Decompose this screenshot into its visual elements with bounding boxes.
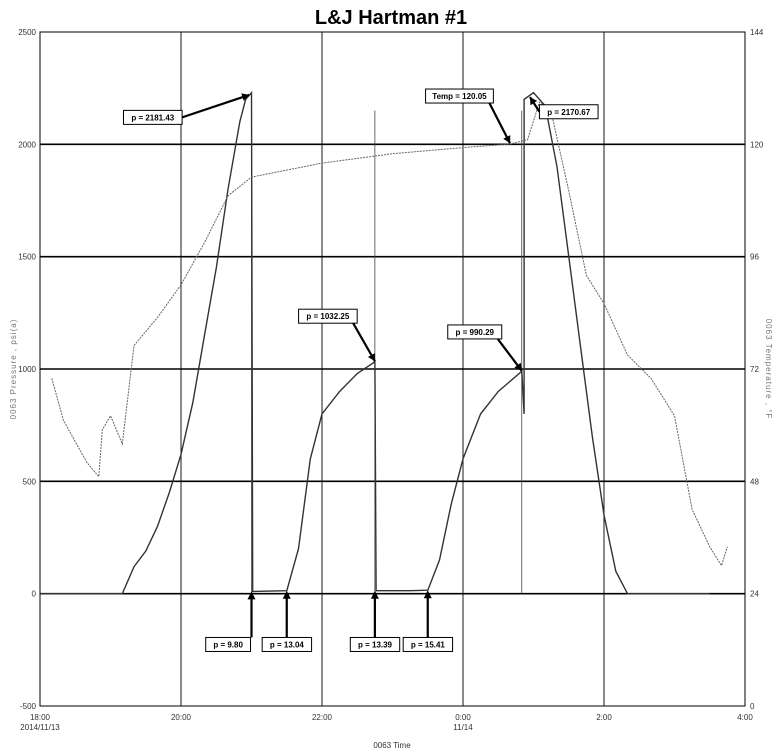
- annotations: p = 2181.43 p = 1032.25 Temp = 120.05 p = 2…: [123, 88, 599, 652]
- y-tick-label-right: 72: [750, 365, 759, 374]
- y-tick-label-left: 2500: [18, 28, 36, 37]
- chart-title: L&J Hartman #1: [315, 7, 467, 29]
- y-tick-label-right: 48: [750, 477, 759, 486]
- y-tick-label-left: 1500: [18, 253, 36, 262]
- y-tick-label-right: 24: [750, 590, 759, 599]
- annotation-arrow: [488, 102, 511, 144]
- y-tick-label-right: 0: [750, 702, 755, 711]
- annotation-arrowhead: [282, 590, 291, 599]
- x-tick-date: 11/14: [453, 723, 473, 732]
- y-tick-label-right: 144: [750, 28, 764, 37]
- annotation-arrowhead: [529, 97, 538, 106]
- x-tick-label: 22:00: [312, 713, 333, 722]
- annotation-arrowhead: [423, 590, 432, 599]
- y-tick-label-left: 2000: [18, 140, 36, 149]
- annotation: p = 2181.43: [123, 93, 250, 125]
- annotation-arrowhead: [370, 590, 379, 599]
- annotation: p = 1032.25: [298, 308, 376, 362]
- annotation-arrowhead: [503, 135, 511, 144]
- annotation: p = 13.04: [261, 590, 313, 652]
- annotation-label: p = 1032.25: [306, 312, 349, 321]
- annotation: p = 13.39: [349, 590, 401, 652]
- annotation-label: p = 9.80: [213, 640, 243, 649]
- y-axis-label-left: 0063 Pressure , psi(a): [9, 319, 18, 420]
- annotation: Temp = 120.05: [425, 88, 511, 144]
- annotation-label: Temp = 120.05: [432, 92, 487, 101]
- annotation-box: [425, 88, 494, 104]
- annotation-label: p = 13.04: [270, 640, 305, 649]
- x-tick-label: 20:00: [171, 713, 192, 722]
- axis-ticks: 2500 2000 1500 1000 500 0 -500 144 120 96 72 48 24 0 1…: [18, 28, 764, 732]
- annotation-label: p = 990.29: [456, 328, 495, 337]
- y-tick-label-left: -500: [20, 702, 37, 711]
- annotation-box: [205, 636, 252, 652]
- x-tick-label: 4:00: [737, 713, 753, 722]
- annotation: p = 2170.67: [529, 96, 599, 120]
- y-tick-label-right: 120: [750, 140, 764, 149]
- pressure-line: [40, 90, 710, 595]
- y-tick-label-right: 96: [750, 253, 759, 262]
- y-tick-label-left: 1000: [18, 365, 36, 374]
- annotation-arrowhead: [241, 93, 250, 101]
- annotation: p = 15.41: [402, 590, 454, 652]
- temperature-line: [51, 101, 728, 567]
- annotation-box: [298, 308, 358, 324]
- annotation: p = 9.80: [205, 591, 256, 652]
- y-tick-label-left: 0: [32, 590, 37, 599]
- annotation-label: p = 2170.67: [547, 108, 590, 117]
- annotation-label: p = 15.41: [411, 640, 446, 649]
- x-tick-date: 2014/11/13: [20, 723, 60, 732]
- annotation-arrow: [181, 93, 250, 119]
- annotation-arrow: [352, 322, 376, 362]
- y-axis-label-right: 0063 Temperature , °F: [764, 319, 773, 420]
- annotation-box: [447, 324, 503, 340]
- annotation: p = 990.29: [447, 324, 523, 372]
- annotation-arrowhead: [367, 353, 375, 362]
- x-tick-label: 0:00: [455, 713, 471, 722]
- annotation-arrowhead: [247, 591, 256, 600]
- x-tick-label: 18:00: [30, 713, 51, 722]
- y-tick-label-left: 500: [23, 477, 37, 486]
- series: [40, 90, 728, 595]
- annotation-arrowhead: [514, 362, 522, 371]
- annotation-label: p = 2181.43: [131, 113, 174, 122]
- x-axis-label: 0063 Time: [373, 741, 411, 750]
- x-tick-label: 2:00: [596, 713, 612, 722]
- annotation-label: p = 13.39: [358, 640, 393, 649]
